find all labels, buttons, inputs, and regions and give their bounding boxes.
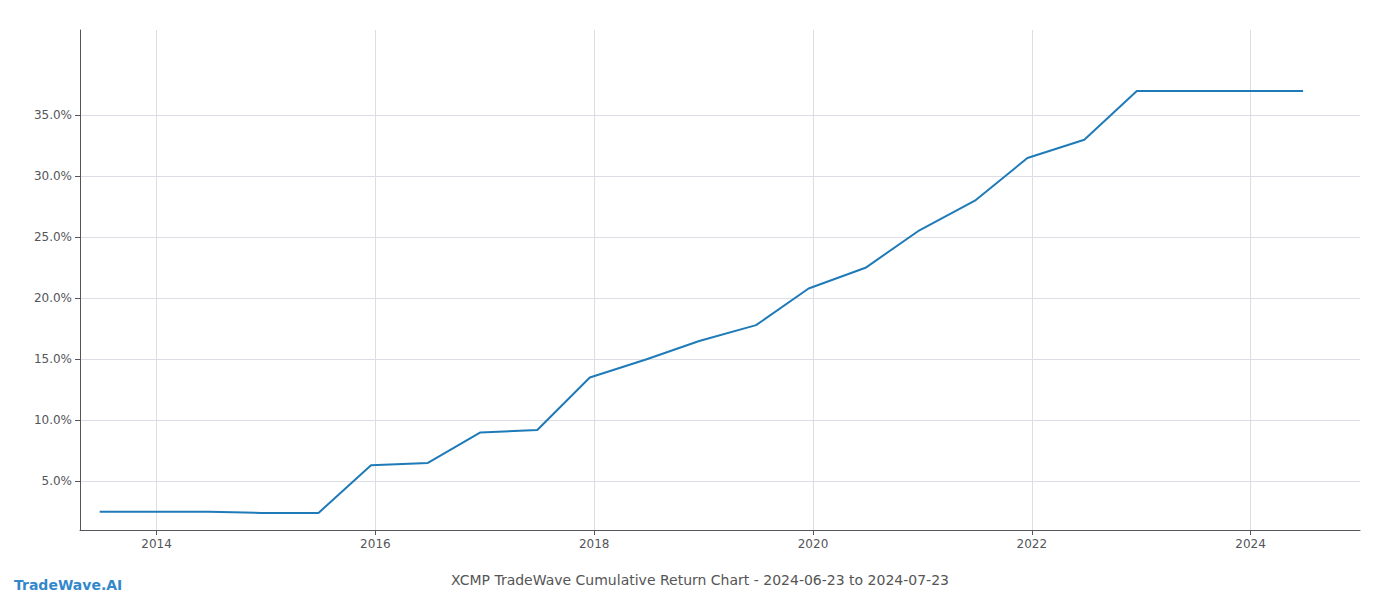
svg-text:2018: 2018 <box>579 537 610 551</box>
svg-text:2016: 2016 <box>360 537 391 551</box>
svg-text:2022: 2022 <box>1017 537 1048 551</box>
svg-text:15.0%: 15.0% <box>34 352 72 366</box>
svg-text:20.0%: 20.0% <box>34 291 72 305</box>
svg-text:35.0%: 35.0% <box>34 108 72 122</box>
svg-text:2014: 2014 <box>141 537 172 551</box>
svg-text:2024: 2024 <box>1235 537 1266 551</box>
svg-text:25.0%: 25.0% <box>34 230 72 244</box>
svg-text:XCMP TradeWave Cumulative Retu: XCMP TradeWave Cumulative Return Chart -… <box>451 572 949 588</box>
svg-text:TradeWave.AI: TradeWave.AI <box>14 577 122 593</box>
svg-text:5.0%: 5.0% <box>42 474 73 488</box>
svg-text:30.0%: 30.0% <box>34 169 72 183</box>
svg-text:10.0%: 10.0% <box>34 413 72 427</box>
svg-text:2020: 2020 <box>798 537 829 551</box>
